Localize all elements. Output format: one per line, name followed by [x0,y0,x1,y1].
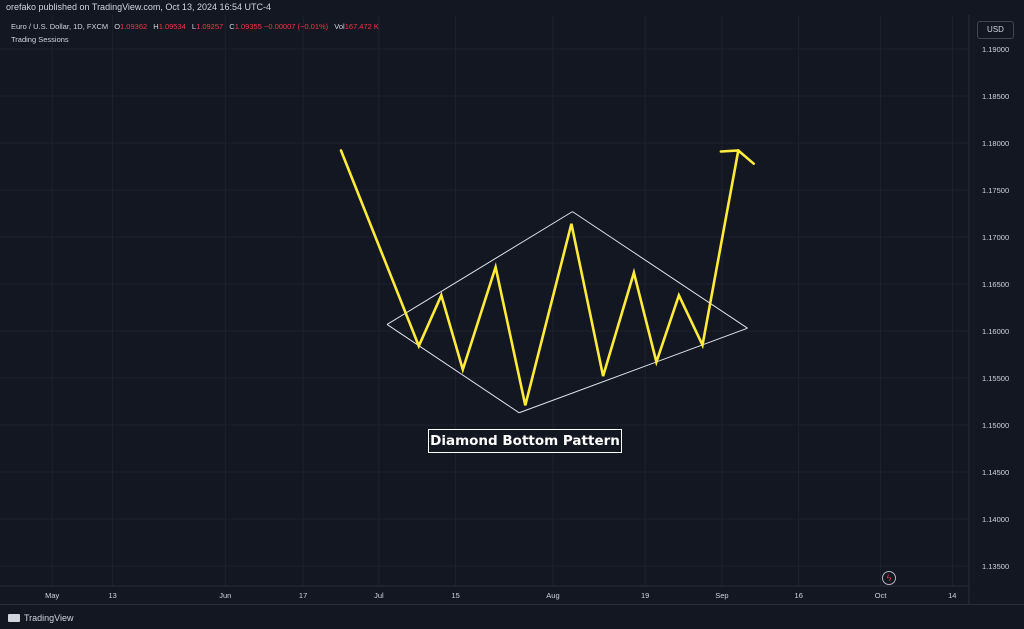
x-tick-label: 19 [641,591,649,600]
open-value: 1.09362 [120,22,148,31]
low-value: 1.09257 [196,22,224,31]
price-line [339,149,740,406]
y-tick-label: 1.15000 [982,421,1009,430]
y-tick-label: 1.16500 [982,280,1009,289]
x-tick-label: 13 [108,591,116,600]
y-tick-label: 1.17000 [982,233,1009,242]
x-tick-label: 14 [948,591,956,600]
arrow-head [719,149,756,165]
price-zigzag [339,149,756,406]
y-tick-label: 1.17500 [982,186,1009,195]
currency-button[interactable]: USD [977,21,1014,39]
x-tick-label: 17 [299,591,307,600]
x-tick-label: 15 [452,591,460,600]
x-tick-label: Jun [219,591,231,600]
y-tick-label: 1.13500 [982,562,1009,571]
close-label: C [229,22,235,31]
x-tick-label: Sep [715,591,728,600]
y-tick-label: 1.14000 [982,515,1009,524]
high-label: H [153,22,159,31]
tradingview-brand[interactable]: TradingView [8,613,74,623]
y-tick-label: 1.18500 [982,92,1009,101]
volume-value: 167.472 K [344,22,379,31]
low-label: L [191,22,197,31]
y-tick-label: 1.19000 [982,45,1009,54]
y-tick-label: 1.18000 [982,139,1009,148]
y-tick-label: 1.15500 [982,374,1009,383]
open-label: O [114,22,121,31]
x-tick-label: Aug [546,591,559,600]
indicator-legend[interactable]: Trading Sessions [11,35,69,44]
change-value: −0.00007 (−0.01%) [263,22,329,31]
x-tick-label: May [45,591,59,600]
volume-label: Vol [334,22,345,31]
high-value: 1.09534 [158,22,186,31]
diamond-outline [386,211,748,414]
time-axis[interactable]: May 13 Jun 17 Jul 15 Aug 19 Sep 16 Oct 14 [45,591,956,600]
x-tick-label: Oct [875,591,888,600]
chart-grid [0,15,969,586]
pattern-annotation: Diamond Bottom Pattern [428,429,622,453]
diamond-edge [572,211,748,329]
y-tick-label: 1.16000 [982,327,1009,336]
symbol-name[interactable]: Euro / U.S. Dollar, 1D, FXCM [11,22,109,31]
x-tick-label: Jul [374,591,384,600]
footer-bar: TradingView [0,604,1024,629]
publisher-header: orefako published on TradingView.com, Oc… [0,0,1024,15]
diamond-edge [518,327,748,414]
close-value: 1.09355 [234,22,262,31]
symbol-legend[interactable]: Euro / U.S. Dollar, 1D, FXCM O1.09362 H1… [11,22,379,31]
diamond-edge [386,324,520,414]
price-axis[interactable]: 1.19000 1.18500 1.18000 1.17500 1.17000 1.165… [982,45,1009,571]
lightning-icon[interactable]: ϟ [882,571,896,585]
tradingview-logo-icon [8,614,20,622]
brand-name: TradingView [24,613,74,623]
x-tick-label: 16 [795,591,803,600]
y-tick-label: 1.14500 [982,468,1009,477]
diamond-edge [386,211,573,325]
